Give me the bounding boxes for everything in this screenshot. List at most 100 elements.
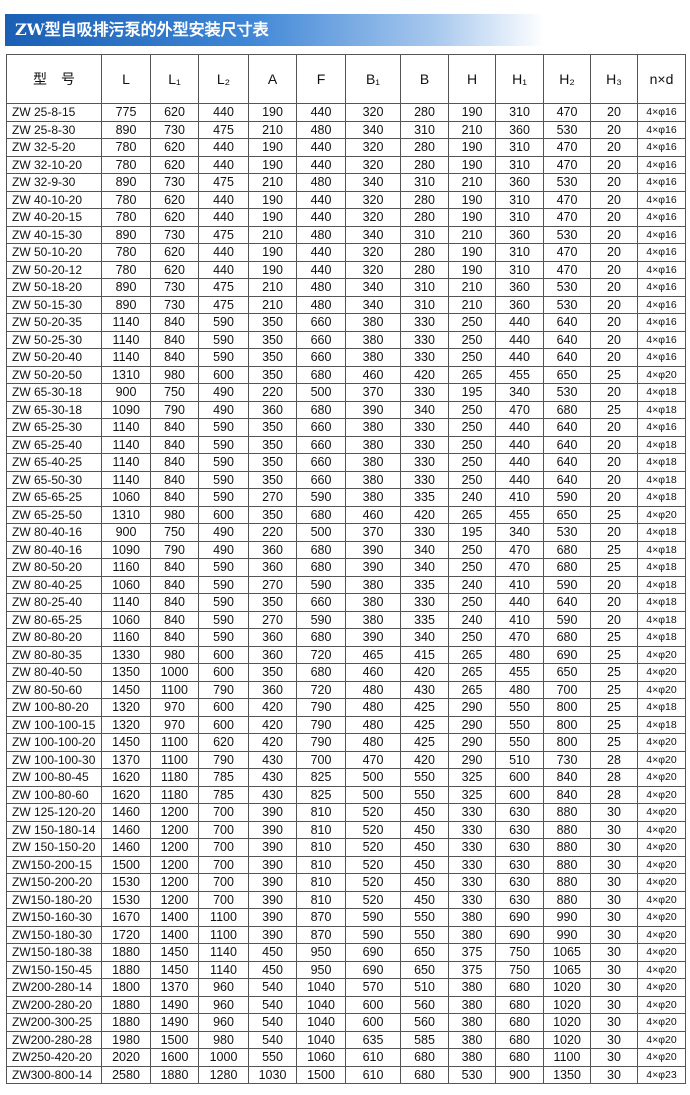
value-cell: 340 bbox=[345, 278, 401, 297]
value-cell: 790 bbox=[198, 750, 249, 769]
value-cell: 210 bbox=[448, 278, 496, 297]
value-cell: 600 bbox=[198, 365, 249, 384]
table-row: ZW 100-100-30 1370 1100 790 430 700 470 420 290 5… bbox=[6, 750, 686, 769]
value-cell: 440 bbox=[495, 418, 544, 437]
value-cell: 440 bbox=[198, 208, 249, 227]
value-cell: 1140 bbox=[101, 593, 151, 612]
value-cell: 4×φ16 bbox=[637, 243, 686, 262]
value-cell: 660 bbox=[296, 470, 346, 489]
value-cell: 30 bbox=[590, 873, 638, 892]
value-cell: 450 bbox=[248, 943, 297, 962]
value-cell: 280 bbox=[400, 260, 449, 279]
value-cell: 1460 bbox=[101, 820, 151, 839]
model-cell: ZW 80-65-25 bbox=[6, 610, 102, 629]
table-row: ZW200-280-14 1800 1370 960 540 1040 570 510 380 6… bbox=[6, 978, 686, 997]
value-cell: 4×φ20 bbox=[637, 1013, 686, 1032]
value-cell: 680 bbox=[495, 978, 544, 997]
table-row: ZW200-280-28 1980 1500 980 540 1040 635 585 380 6… bbox=[6, 1030, 686, 1049]
value-cell: 340 bbox=[345, 120, 401, 139]
value-cell: 530 bbox=[543, 225, 591, 244]
value-cell: 440 bbox=[296, 260, 346, 279]
value-cell: 550 bbox=[495, 733, 544, 752]
value-cell: 220 bbox=[248, 383, 297, 402]
value-cell: 20 bbox=[590, 593, 638, 612]
value-cell: 640 bbox=[543, 418, 591, 437]
value-cell: 350 bbox=[248, 365, 297, 384]
value-cell: 890 bbox=[101, 173, 151, 192]
value-cell: 1020 bbox=[543, 1030, 591, 1049]
value-cell: 25 bbox=[590, 645, 638, 664]
value-cell: 340 bbox=[400, 540, 449, 559]
value-cell: 4×φ18 bbox=[637, 628, 686, 647]
model-cell: ZW 100-80-20 bbox=[6, 698, 102, 717]
value-cell: 880 bbox=[543, 855, 591, 874]
dimension-table: 型 号 L L₁ L₂ A F B₁ B H H₁ H₂ H₃ n×d ZW 25-8-15 775 620… bbox=[6, 54, 686, 1084]
value-cell: 4×φ18 bbox=[637, 715, 686, 734]
value-cell: 360 bbox=[248, 680, 297, 699]
value-cell: 4×φ16 bbox=[637, 225, 686, 244]
value-cell: 380 bbox=[448, 1013, 496, 1032]
value-cell: 210 bbox=[448, 173, 496, 192]
value-cell: 325 bbox=[448, 768, 496, 787]
value-cell: 195 bbox=[448, 523, 496, 542]
value-cell: 430 bbox=[248, 768, 297, 787]
table-row: ZW 125-120-20 1460 1200 700 390 810 520 450 330 6… bbox=[6, 803, 686, 822]
value-cell: 210 bbox=[248, 173, 297, 192]
value-cell: 330 bbox=[448, 838, 496, 857]
value-cell: 440 bbox=[495, 348, 544, 367]
table-row: ZW 50-25-30 1140 840 590 350 660 380 330 250 440 6… bbox=[6, 330, 686, 349]
value-cell: 790 bbox=[150, 400, 199, 419]
value-cell: 540 bbox=[248, 1030, 297, 1049]
value-cell: 640 bbox=[543, 435, 591, 454]
value-cell: 620 bbox=[150, 103, 199, 122]
value-cell: 20 bbox=[590, 103, 638, 122]
value-cell: 690 bbox=[495, 925, 544, 944]
table-row: ZW 25-8-30 890 730 475 210 480 340 310 210 360 530… bbox=[6, 120, 686, 139]
table-row: ZW150-160-30 1670 1400 1100 390 870 590 550 380 6… bbox=[6, 908, 686, 927]
model-cell: ZW 80-40-16 bbox=[6, 523, 102, 542]
model-cell: ZW 100-100-30 bbox=[6, 750, 102, 769]
value-cell: 870 bbox=[296, 908, 346, 927]
value-cell: 250 bbox=[448, 400, 496, 419]
table-row: ZW150-180-38 1880 1450 1140 450 950 690 650 375 7… bbox=[6, 943, 686, 962]
value-cell: 190 bbox=[448, 190, 496, 209]
value-cell: 1530 bbox=[101, 873, 151, 892]
value-cell: 250 bbox=[448, 540, 496, 559]
value-cell: 530 bbox=[543, 173, 591, 192]
value-cell: 1800 bbox=[101, 978, 151, 997]
value-cell: 590 bbox=[296, 575, 346, 594]
value-cell: 340 bbox=[400, 628, 449, 647]
model-cell: ZW300-800-14 bbox=[6, 1065, 102, 1084]
value-cell: 730 bbox=[150, 120, 199, 139]
value-cell: 620 bbox=[150, 208, 199, 227]
value-cell: 4×φ20 bbox=[637, 908, 686, 927]
value-cell: 320 bbox=[345, 155, 401, 174]
value-cell: 1370 bbox=[101, 750, 151, 769]
value-cell: 380 bbox=[345, 575, 401, 594]
value-cell: 640 bbox=[543, 348, 591, 367]
value-cell: 4×φ18 bbox=[637, 435, 686, 454]
model-cell: ZW 80-80-20 bbox=[6, 628, 102, 647]
table-row: ZW200-280-20 1880 1490 960 540 1040 600 560 380 6… bbox=[6, 995, 686, 1014]
value-cell: 4×φ20 bbox=[637, 943, 686, 962]
value-cell: 310 bbox=[400, 278, 449, 297]
value-cell: 380 bbox=[345, 348, 401, 367]
value-cell: 900 bbox=[101, 523, 151, 542]
value-cell: 630 bbox=[495, 855, 544, 874]
value-cell: 1200 bbox=[150, 820, 199, 839]
value-cell: 480 bbox=[296, 120, 346, 139]
value-cell: 775 bbox=[101, 103, 151, 122]
value-cell: 310 bbox=[495, 138, 544, 157]
model-cell: ZW 100-80-45 bbox=[6, 768, 102, 787]
value-cell: 1060 bbox=[101, 610, 151, 629]
value-cell: 690 bbox=[543, 645, 591, 664]
model-cell: ZW 150-180-14 bbox=[6, 820, 102, 839]
table-row: ZW 65-25-40 1140 840 590 350 660 380 330 250 440 6… bbox=[6, 435, 686, 454]
value-cell: 310 bbox=[495, 208, 544, 227]
value-cell: 350 bbox=[248, 313, 297, 332]
value-cell: 20 bbox=[590, 523, 638, 542]
value-cell: 810 bbox=[296, 838, 346, 857]
model-cell: ZW150-160-30 bbox=[6, 908, 102, 927]
value-cell: 4×φ20 bbox=[637, 925, 686, 944]
value-cell: 440 bbox=[296, 190, 346, 209]
